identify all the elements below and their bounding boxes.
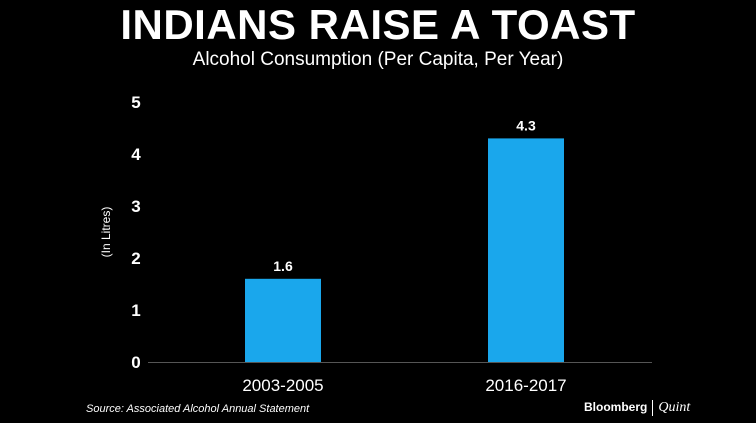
y-axis-label: (In Litres) [99,207,113,258]
data-label: 1.6 [273,258,293,274]
source-note: Source: Associated Alcohol Annual Statem… [86,403,310,415]
brand-primary: Bloomberg [584,400,648,415]
y-tick-label: 5 [131,93,140,112]
data-label: 4.3 [516,117,536,133]
bar-2003-2005 [245,278,321,362]
chart-title: INDIANS RAISE A TOAST [120,1,636,48]
y-tick-label: 4 [131,145,141,164]
y-tick-label: 0 [131,353,140,372]
x-tick-label: 2016-2017 [485,376,566,395]
y-tick-label: 3 [131,197,140,216]
brand-secondary: Quint [658,400,691,416]
x-tick-label: 2003-2005 [242,376,323,395]
bar-2016-2017 [488,138,564,362]
brand-logo: Bloomberg Quint [584,400,690,416]
y-tick-label: 2 [131,249,140,268]
chart-subtitle: Alcohol Consumption (Per Capita, Per Yea… [192,49,564,70]
brand-divider [652,400,654,416]
y-tick-label: 1 [131,301,140,320]
